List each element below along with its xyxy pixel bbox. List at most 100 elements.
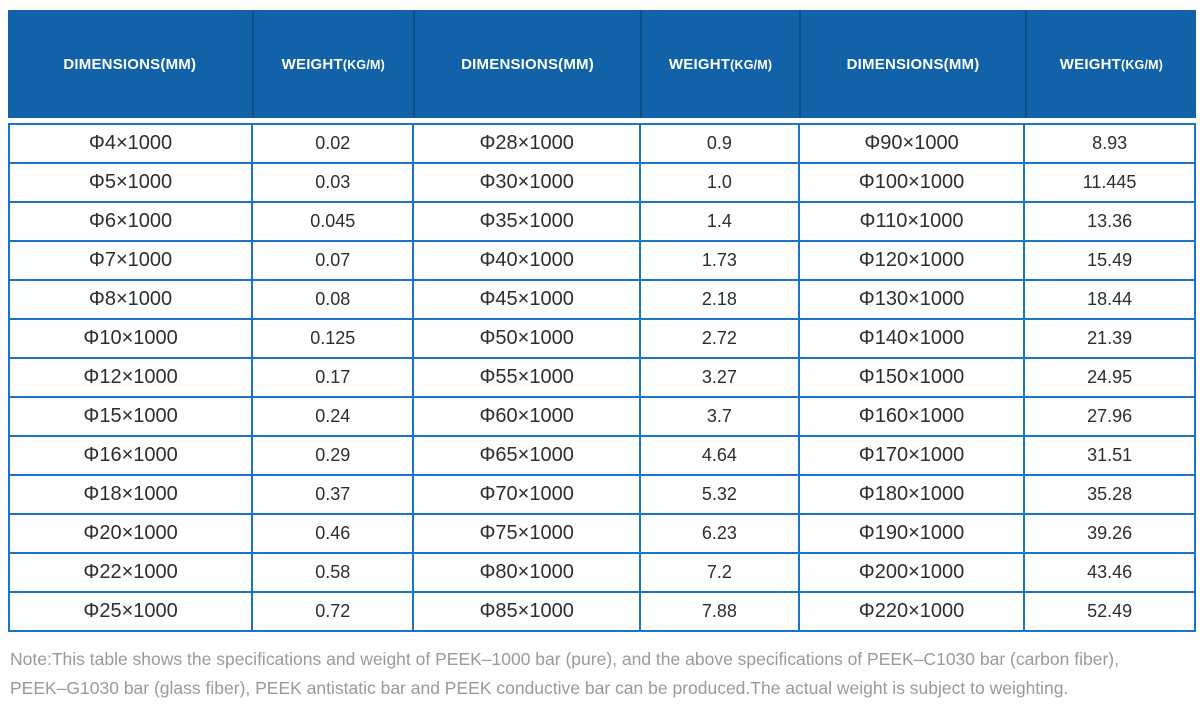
column-header-label: DIMENSIONS(MM) [63,55,197,73]
weight-cell: 2.72 [638,318,800,359]
weight-cell: 0.02 [251,123,415,164]
weight-cell: 27.96 [1023,396,1196,437]
dimension-cell: Φ35×1000 [412,201,641,242]
weight-cell: 4.64 [638,435,800,476]
weight-cell: 0.24 [251,396,415,437]
weight-cell: 7.2 [638,552,800,593]
table-row: Φ16×1000 0.29 Φ65×1000 4.64 Φ170×1000 31.51 [7,435,1196,476]
weight-cell: 15.49 [1023,240,1196,281]
note-line-1: Note:This table shows the specifications… [10,649,1119,669]
table-row: Φ22×1000 0.58 Φ80×1000 7.2 Φ200×1000 43.46 [7,552,1196,593]
table-row: Φ25×1000 0.72 Φ85×1000 7.88 Φ220×1000 52.49 [7,591,1196,632]
dimension-cell: Φ18×1000 [7,474,254,515]
dimension-cell: Φ5×1000 [7,162,254,203]
spec-table-header: DIMENSIONS(MM) WEIGHT(KG/M) DIMENSIONS(M… [8,10,1196,118]
column-header-label: WEIGHT [281,55,343,73]
dimension-cell: Φ130×1000 [797,279,1026,320]
weight-cell: 0.07 [251,240,415,281]
column-header-weight-2: WEIGHT(KG/M) [640,10,800,118]
weight-cell: 31.51 [1023,435,1196,476]
weight-cell: 0.9 [638,123,800,164]
table-row: Φ18×1000 0.37 Φ70×1000 5.32 Φ180×1000 35.28 [7,474,1196,515]
weight-cell: 11.445 [1023,162,1196,203]
weight-cell: 43.46 [1023,552,1196,593]
spec-table-body: Φ4×1000 0.02 Φ28×1000 0.9 Φ90×1000 8.93 Φ5×100… [7,123,1196,632]
weight-cell: 18.44 [1023,279,1196,320]
weight-cell: 0.045 [251,201,415,242]
dimension-cell: Φ190×1000 [797,513,1026,554]
column-header-unit: (KG/M) [730,57,773,72]
dimension-cell: Φ80×1000 [412,552,641,593]
dimension-cell: Φ60×1000 [412,396,641,437]
weight-cell: 8.93 [1023,123,1196,164]
dimension-cell: Φ50×1000 [412,318,641,359]
weight-cell: 0.125 [251,318,415,359]
dimension-cell: Φ7×1000 [7,240,254,281]
column-header-dimensions-2: DIMENSIONS(MM) [413,10,640,118]
weight-cell: 3.27 [638,357,800,398]
table-row: Φ6×1000 0.045 Φ35×1000 1.4 Φ110×1000 13.36 [7,201,1196,242]
dimension-cell: Φ85×1000 [412,591,641,632]
column-header-dimensions-3: DIMENSIONS(MM) [799,10,1025,118]
dimension-cell: Φ15×1000 [7,396,254,437]
dimension-cell: Φ65×1000 [412,435,641,476]
dimension-cell: Φ28×1000 [412,123,641,164]
dimension-cell: Φ25×1000 [7,591,254,632]
dimension-cell: Φ140×1000 [797,318,1026,359]
dimension-cell: Φ100×1000 [797,162,1026,203]
weight-cell: 52.49 [1023,591,1196,632]
weight-cell: 0.37 [251,474,415,515]
table-note: Note:This table shows the specifications… [10,645,1196,703]
dimension-cell: Φ90×1000 [797,123,1026,164]
dimension-cell: Φ220×1000 [797,591,1026,632]
dimension-cell: Φ12×1000 [7,357,254,398]
weight-cell: 13.36 [1023,201,1196,242]
column-header-dimensions-1: DIMENSIONS(MM) [8,10,252,118]
table-row: Φ4×1000 0.02 Φ28×1000 0.9 Φ90×1000 8.93 [7,123,1196,164]
dimension-cell: Φ170×1000 [797,435,1026,476]
dimension-cell: Φ6×1000 [7,201,254,242]
weight-cell: 24.95 [1023,357,1196,398]
column-header-unit: (KG/M) [342,57,385,72]
weight-cell: 6.23 [638,513,800,554]
dimension-cell: Φ30×1000 [412,162,641,203]
weight-cell: 1.4 [638,201,800,242]
table-body: Φ4×1000 0.02 Φ28×1000 0.9 Φ90×1000 8.93 Φ5×100… [7,123,1196,632]
weight-cell: 1.73 [638,240,800,281]
table-row: Φ15×1000 0.24 Φ60×1000 3.7 Φ160×1000 27.96 [7,396,1196,437]
weight-cell: 0.72 [251,591,415,632]
note-line-2: PEEK–G1030 bar (glass fiber), PEEK antis… [10,678,1069,698]
weight-cell: 0.29 [251,435,415,476]
column-header-label: DIMENSIONS(MM) [846,55,980,73]
dimension-cell: Φ4×1000 [7,123,254,164]
header-row: DIMENSIONS(MM) WEIGHT(KG/M) DIMENSIONS(M… [8,10,1196,118]
column-header-weight-1: WEIGHT(KG/M) [251,10,414,118]
dimension-cell: Φ8×1000 [7,279,254,320]
column-header-unit: (KG/M) [1120,57,1164,72]
weight-cell: 0.17 [251,357,415,398]
weight-cell: 1.0 [638,162,800,203]
weight-cell: 0.08 [251,279,415,320]
dimension-cell: Φ180×1000 [797,474,1026,515]
dimension-cell: Φ22×1000 [7,552,254,593]
weight-cell: 0.58 [251,552,415,593]
dimension-cell: Φ45×1000 [412,279,641,320]
column-header-label: WEIGHT [1059,55,1121,73]
weight-cell: 7.88 [638,591,800,632]
dimension-cell: Φ40×1000 [412,240,641,281]
weight-cell: 35.28 [1023,474,1196,515]
table-row: Φ12×1000 0.17 Φ55×1000 3.27 Φ150×1000 24.95 [7,357,1196,398]
table-row: Φ8×1000 0.08 Φ45×1000 2.18 Φ130×1000 18.44 [7,279,1196,320]
table-row: Φ10×1000 0.125 Φ50×1000 2.72 Φ140×1000 21.39 [7,318,1196,359]
weight-cell: 21.39 [1023,318,1196,359]
dimension-cell: Φ70×1000 [412,474,641,515]
weight-cell: 2.18 [638,279,800,320]
table-row: Φ5×1000 0.03 Φ30×1000 1.0 Φ100×1000 11.445 [7,162,1196,203]
dimension-cell: Φ55×1000 [412,357,641,398]
weight-cell: 0.46 [251,513,415,554]
dimension-cell: Φ110×1000 [797,201,1026,242]
dimension-cell: Φ120×1000 [797,240,1026,281]
weight-cell: 39.26 [1023,513,1196,554]
weight-cell: 0.03 [251,162,415,203]
